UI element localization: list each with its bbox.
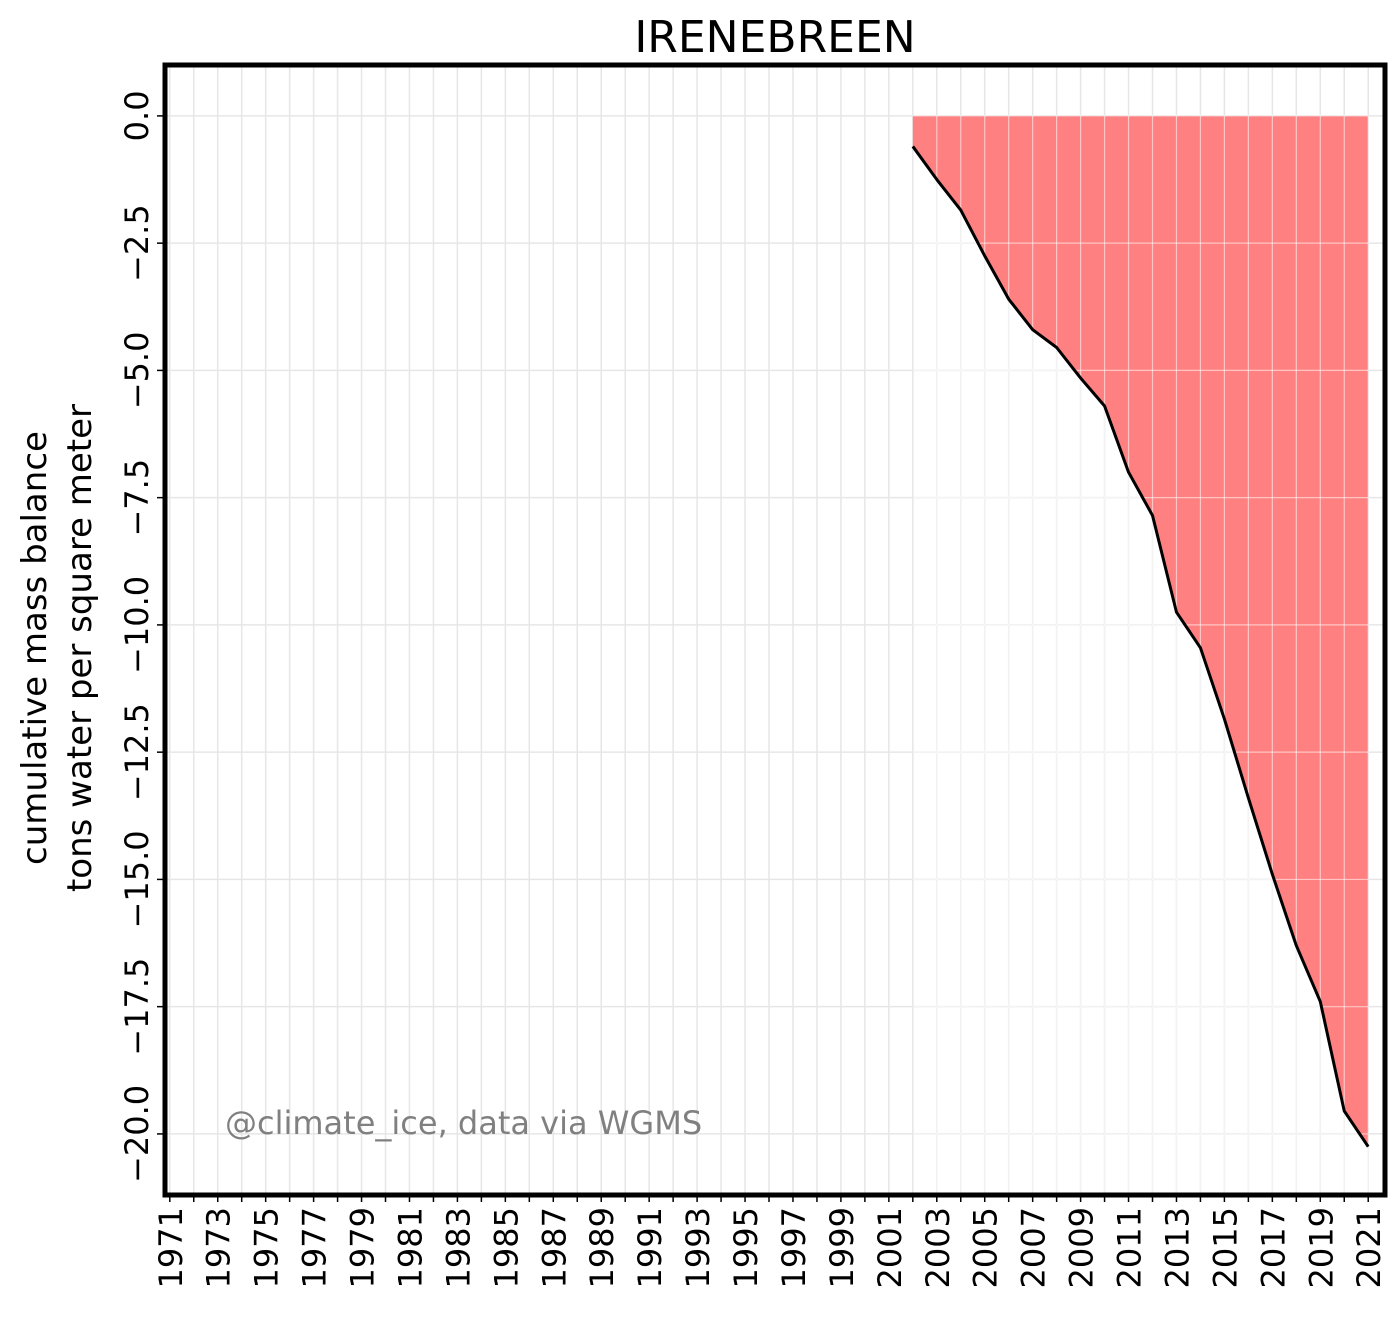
x-tick-label: 2003 xyxy=(919,1207,957,1288)
x-tick-label: 2005 xyxy=(967,1207,1005,1288)
x-tick-label: 2021 xyxy=(1350,1207,1388,1288)
x-tick-label: 1995 xyxy=(727,1207,765,1288)
x-tick-label: 2019 xyxy=(1302,1207,1340,1288)
x-tick-label: 2007 xyxy=(1015,1207,1053,1288)
x-tick-label: 1991 xyxy=(631,1207,669,1288)
x-tick-label: 1981 xyxy=(391,1207,429,1288)
area-layer xyxy=(911,115,1370,1195)
x-tick-label: 2001 xyxy=(871,1207,909,1288)
y-tick-label: −5.0 xyxy=(118,332,156,410)
x-tick-label: 1971 xyxy=(152,1207,190,1288)
y-tick-label: −20.0 xyxy=(118,1085,156,1183)
chart-title: IRENEBREEN xyxy=(634,12,915,63)
x-tick-label: 1983 xyxy=(439,1207,477,1288)
x-tick-label: 2013 xyxy=(1158,1207,1196,1288)
y-axis-label-line: cumulative mass balance xyxy=(15,431,55,865)
x-tick-label: 1979 xyxy=(344,1207,382,1288)
x-tick-label: 2009 xyxy=(1063,1207,1101,1288)
credit-annotation: @climate_ice, data via WGMS xyxy=(225,1104,702,1142)
x-tick-label: 1987 xyxy=(535,1207,573,1288)
x-tick-label: 1999 xyxy=(823,1207,861,1288)
x-tick-label: 1975 xyxy=(248,1207,286,1288)
axis-ticks: 0.0 −2.5 −5.0 −7.5 −10.0 −12.5 −15.0 −17.5 −20.0… xyxy=(118,90,1388,1288)
x-tick-label: 1993 xyxy=(679,1207,717,1288)
y-tick-label: −12.5 xyxy=(118,703,156,801)
y-tick-label: −7.5 xyxy=(118,459,156,537)
cumulative-line xyxy=(911,145,1370,1148)
y-tick-label: −10.0 xyxy=(118,576,156,674)
y-tick-label: −2.5 xyxy=(118,204,156,282)
y-axis-label-line: tons water per square meter xyxy=(60,404,100,892)
area-fill xyxy=(912,115,1369,1147)
x-tick-label: 1985 xyxy=(487,1207,525,1288)
x-tick-label: 1973 xyxy=(200,1207,238,1288)
y-axis-label: cumulative mass balance tons water per sq… xyxy=(15,404,100,892)
x-tick-label: 1989 xyxy=(583,1207,621,1288)
x-tick-label: 2011 xyxy=(1111,1207,1149,1288)
y-tick-label: −15.0 xyxy=(118,830,156,928)
x-tick-label: 2015 xyxy=(1206,1207,1244,1288)
y-tick-label: −17.5 xyxy=(118,958,156,1056)
x-tick-label: 2017 xyxy=(1254,1207,1292,1288)
x-tick-label: 1997 xyxy=(775,1207,813,1288)
plot-frame xyxy=(162,62,1388,1198)
x-tick-label: 1977 xyxy=(296,1207,334,1288)
y-tick-label: 0.0 xyxy=(118,90,156,141)
